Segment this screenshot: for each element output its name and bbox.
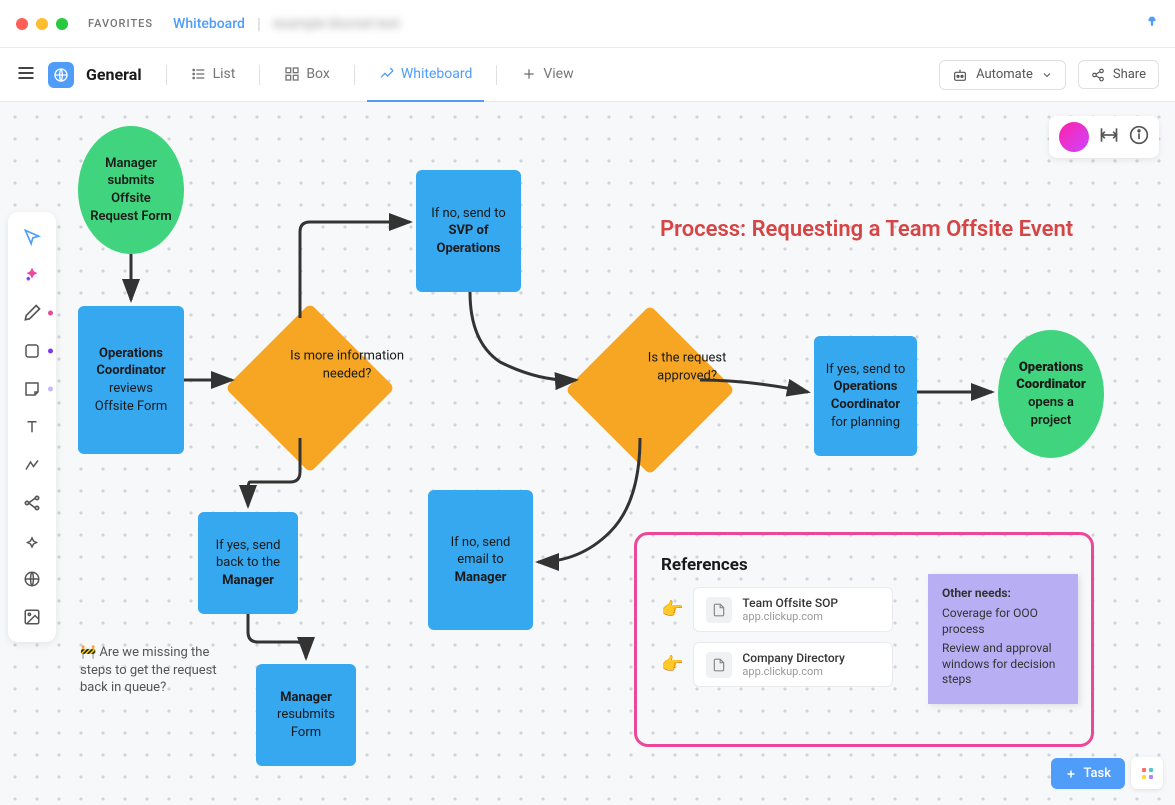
web-tool[interactable] — [13, 560, 51, 598]
node-approved[interactable]: Is the request approved? — [580, 320, 720, 460]
maximize-window-icon[interactable] — [56, 18, 68, 30]
apps-button[interactable] — [1131, 757, 1163, 789]
separator — [496, 65, 497, 85]
close-window-icon[interactable] — [16, 18, 28, 30]
sticky-title: Other needs: — [942, 586, 1064, 600]
sticky-tool[interactable] — [13, 370, 51, 408]
node-start-text: Manager submits Offsite Request Form — [88, 155, 174, 225]
pen-color-indicator — [48, 311, 53, 316]
tab-whiteboard-label: Whiteboard — [401, 66, 473, 82]
node-resubmit[interactable]: Manager resubmits Form — [256, 664, 356, 766]
toolbar: General List Box Whiteboard View Automat… — [0, 48, 1175, 102]
doc-icon — [706, 597, 732, 623]
minimize-window-icon[interactable] — [36, 18, 48, 30]
comment-note[interactable]: 🚧 Are we missing the steps to get the re… — [80, 644, 230, 697]
node-ops-plan[interactable]: If yes, send to Operations Coordinator f… — [814, 336, 917, 456]
doc-icon — [706, 652, 732, 678]
whiteboard-canvas[interactable]: Process: Requesting a Team Offsite Event… — [0, 102, 1175, 805]
node-email-mgr-text: If no, send email to Manager — [438, 534, 523, 587]
breadcrumb-whiteboard[interactable]: Whiteboard — [173, 16, 245, 32]
tab-whiteboard[interactable]: Whiteboard — [367, 48, 485, 102]
titlebar: FAVORITES Whiteboard | example blurred t… — [0, 0, 1175, 48]
sticky-color-indicator — [48, 387, 53, 392]
node-review-text: Operations Coordinator reviews Offsite F… — [88, 345, 174, 415]
breadcrumb-separator: | — [257, 14, 261, 33]
process-title: Process: Requesting a Team Offsite Event — [660, 217, 1073, 242]
node-resubmit-text: Manager resubmits Form — [266, 689, 346, 742]
sticky-item: Coverage for OOO process — [942, 606, 1064, 637]
breadcrumb-blurred: example blurred text — [273, 16, 400, 32]
automate-label: Automate — [976, 67, 1033, 82]
node-open-project-text: Operations Coordinator opens a project — [1008, 359, 1094, 429]
reference-card[interactable]: Team Offsite SOP app.clickup.com — [693, 587, 893, 632]
ref-name: Team Offsite SOP — [742, 596, 838, 610]
info-icon[interactable] — [1129, 125, 1149, 149]
sticky-item: Review and approval windows for decision… — [942, 641, 1064, 688]
tab-box-label: Box — [306, 66, 330, 82]
select-tool[interactable] — [13, 218, 51, 256]
node-svp-text: If no, send to SVP of Operations — [426, 205, 511, 258]
text-tool[interactable] — [13, 408, 51, 446]
node-more-info[interactable]: Is more information needed? — [240, 318, 380, 458]
tab-add-view[interactable]: View — [509, 48, 585, 102]
image-tool[interactable] — [13, 598, 51, 636]
connector-tool[interactable] — [13, 446, 51, 484]
space-icon[interactable] — [48, 62, 74, 88]
window-controls — [16, 18, 68, 30]
ref-name: Company Directory — [742, 651, 844, 665]
new-task-button[interactable]: Task — [1051, 758, 1125, 789]
reference-card[interactable]: Company Directory app.clickup.com — [693, 642, 893, 687]
tab-list-label: List — [213, 66, 236, 82]
ref-url: app.clickup.com — [742, 665, 844, 678]
shape-color-indicator — [48, 349, 53, 354]
separator — [259, 65, 260, 85]
space-name[interactable]: General — [86, 65, 142, 84]
tab-box[interactable]: Box — [272, 48, 342, 102]
node-approved-text: Is the request approved? — [617, 350, 757, 385]
separator — [354, 65, 355, 85]
chevron-down-icon — [1041, 69, 1053, 81]
automate-button[interactable]: Automate — [939, 60, 1066, 90]
apps-grid-icon — [1142, 768, 1153, 779]
tab-list[interactable]: List — [179, 48, 248, 102]
pointer-icon: 👉 — [661, 654, 683, 675]
separator — [166, 65, 167, 85]
node-open-project[interactable]: Operations Coordinator opens a project — [998, 330, 1104, 458]
sticky-note[interactable]: Other needs: Coverage for OOO process Re… — [928, 574, 1078, 704]
node-ops-plan-text: If yes, send to Operations Coordinator f… — [824, 361, 907, 431]
pen-tool[interactable] — [13, 294, 51, 332]
tab-add-view-label: View — [543, 66, 573, 82]
pin-icon[interactable] — [1145, 14, 1159, 33]
fit-width-icon[interactable] — [1099, 125, 1119, 149]
user-avatar[interactable] — [1059, 122, 1089, 152]
canvas-top-controls — [1049, 116, 1159, 158]
node-start[interactable]: Manager submits Offsite Request Form — [78, 126, 184, 254]
pointer-icon: 👉 — [661, 599, 683, 620]
ref-url: app.clickup.com — [742, 610, 838, 623]
node-review[interactable]: Operations Coordinator reviews Offsite F… — [78, 306, 184, 454]
tool-palette — [8, 212, 56, 642]
node-more-info-text: Is more information needed? — [277, 348, 417, 383]
share-label: Share — [1113, 67, 1146, 82]
effects-tool[interactable] — [13, 522, 51, 560]
share-button[interactable]: Share — [1078, 60, 1159, 89]
mindmap-tool[interactable] — [13, 484, 51, 522]
node-email-mgr[interactable]: If no, send email to Manager — [428, 490, 533, 630]
node-send-back[interactable]: If yes, send back to the Manager — [198, 512, 298, 614]
ai-tool[interactable] — [13, 256, 51, 294]
shape-tool[interactable] — [13, 332, 51, 370]
menu-icon[interactable] — [16, 63, 36, 87]
task-btn-label: Task — [1083, 766, 1111, 781]
references-title: References — [661, 555, 1067, 575]
favorites-label: FAVORITES — [88, 17, 153, 30]
node-svp[interactable]: If no, send to SVP of Operations — [416, 170, 521, 292]
node-send-back-text: If yes, send back to the Manager — [208, 537, 288, 590]
